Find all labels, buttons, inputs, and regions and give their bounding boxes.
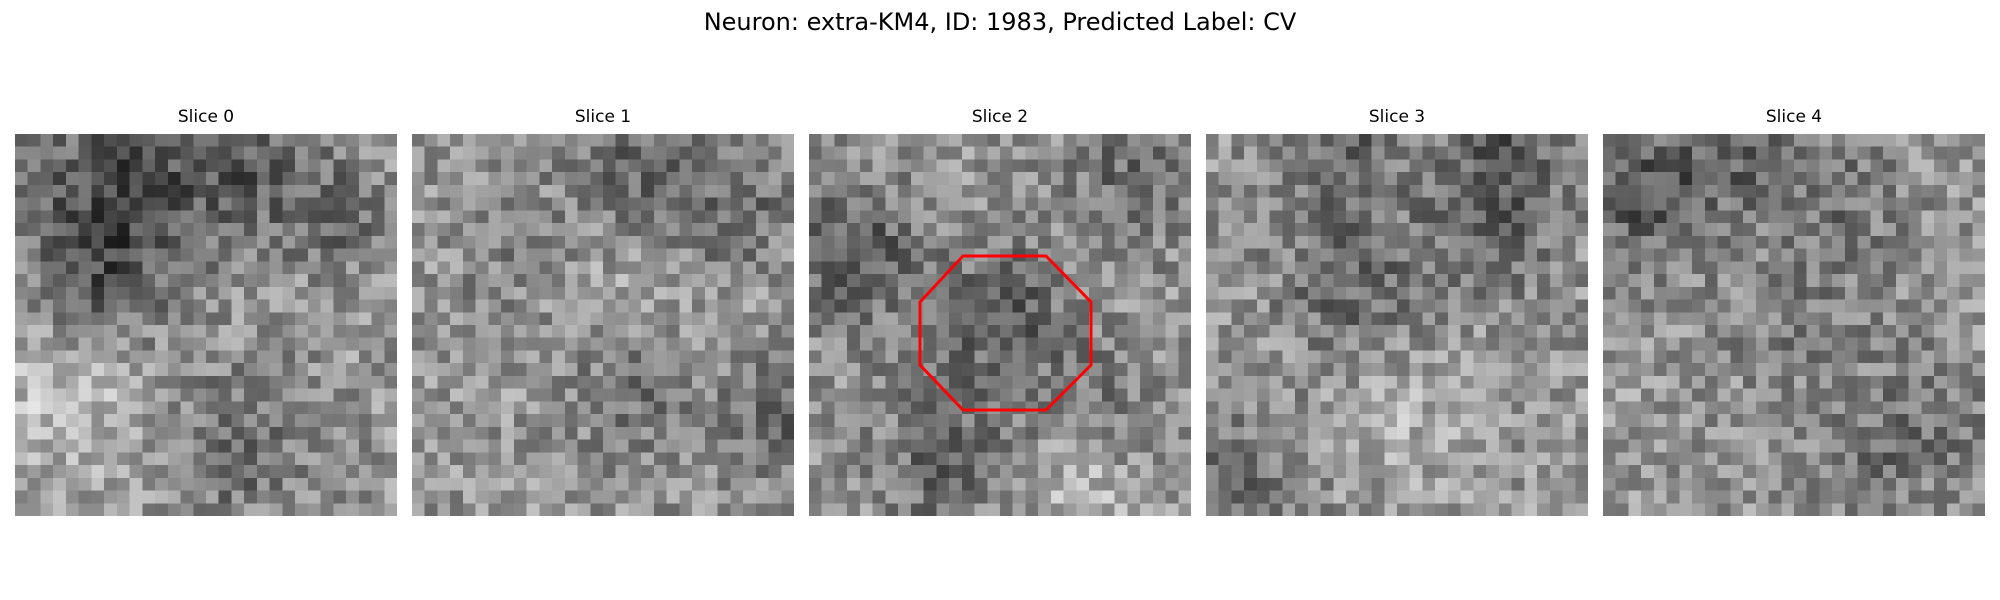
slice-title: Slice 3 xyxy=(1368,107,1426,127)
slice-title: Slice 2 xyxy=(971,107,1029,127)
slice-panel-3: Slice 3 xyxy=(1206,106,1588,516)
figure-title: Neuron: extra-KM4, ID: 1983, Predicted L… xyxy=(703,8,1297,36)
slice-title: Slice 0 xyxy=(177,107,235,127)
slice-4-canvas xyxy=(1603,134,1985,516)
slice-image xyxy=(15,134,397,516)
slice-panel-1: Slice 1 xyxy=(412,106,794,516)
slice-2-canvas xyxy=(809,134,1191,516)
slice-3-canvas xyxy=(1206,134,1588,516)
slice-title: Slice 4 xyxy=(1765,107,1823,127)
slice-0-canvas xyxy=(15,134,397,516)
slice-title: Slice 1 xyxy=(574,107,632,127)
slice-image xyxy=(809,134,1191,516)
slice-image xyxy=(412,134,794,516)
slice-panel-4: Slice 4 xyxy=(1603,106,1985,516)
slice-1-canvas xyxy=(412,134,794,516)
slice-image xyxy=(1206,134,1588,516)
slice-image xyxy=(1603,134,1985,516)
slice-panel-0: Slice 0 xyxy=(15,106,397,516)
slice-panel-2: Slice 2 xyxy=(809,106,1191,516)
